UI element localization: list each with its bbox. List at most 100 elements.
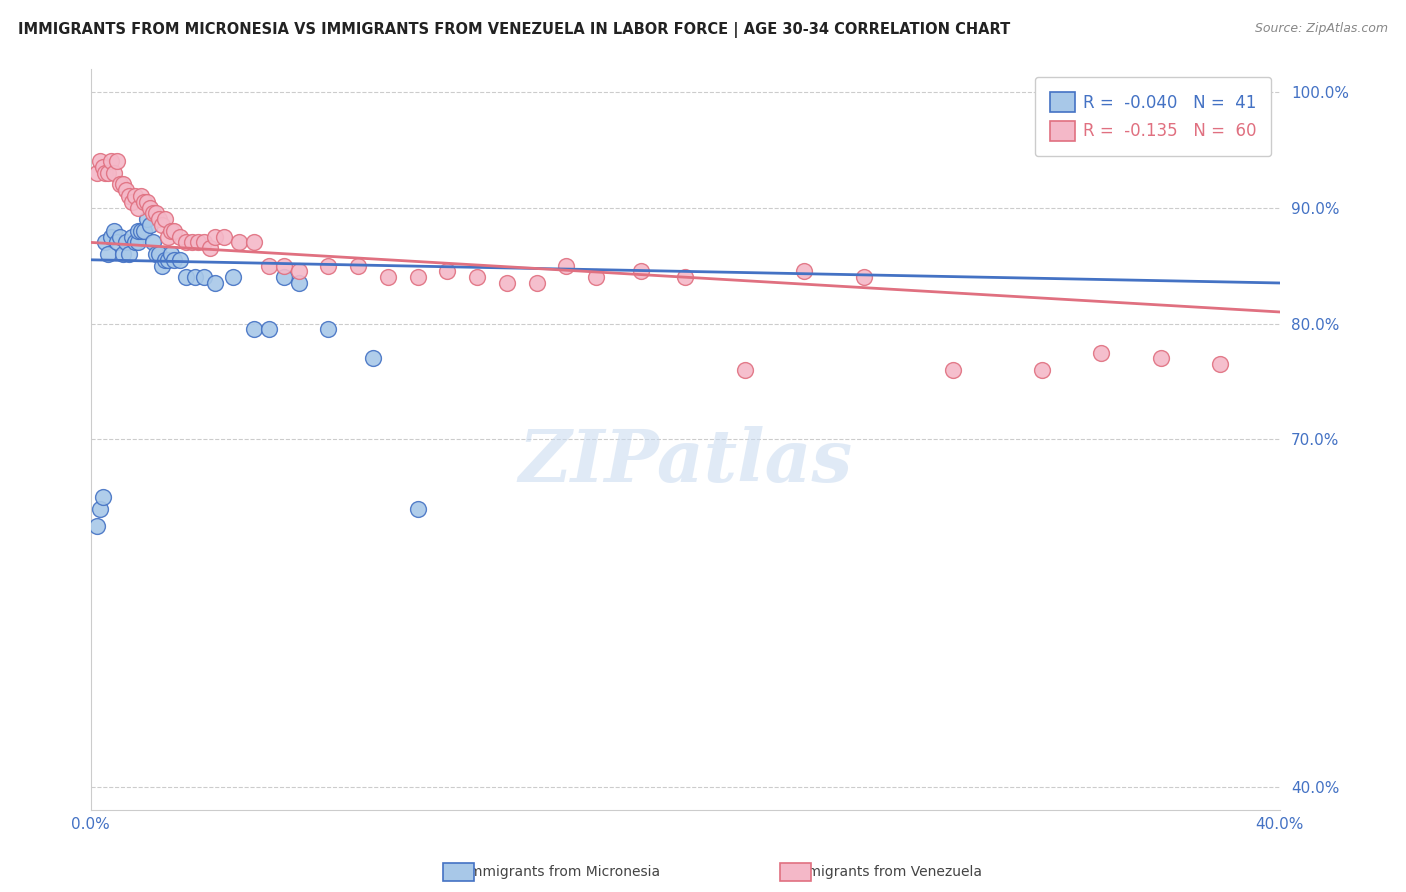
Point	[347, 259, 370, 273]
Point	[160, 247, 183, 261]
Point	[86, 519, 108, 533]
Point	[127, 224, 149, 238]
Point	[139, 218, 162, 232]
Point	[94, 235, 117, 250]
Point	[198, 241, 221, 255]
Point	[121, 194, 143, 209]
Point	[243, 322, 266, 336]
Point	[555, 259, 578, 273]
Point	[204, 276, 226, 290]
Point	[103, 166, 125, 180]
Point	[183, 270, 205, 285]
Point	[94, 166, 117, 180]
Point	[124, 235, 146, 250]
Point	[406, 270, 429, 285]
Point	[103, 224, 125, 238]
Text: Immigrants from Micronesia: Immigrants from Micronesia	[465, 865, 659, 880]
Point	[160, 224, 183, 238]
Point	[193, 270, 215, 285]
Point	[97, 247, 120, 261]
Point	[174, 270, 197, 285]
Point	[852, 270, 875, 285]
Point	[495, 276, 517, 290]
Point	[115, 235, 138, 250]
Point	[134, 194, 156, 209]
Point	[127, 201, 149, 215]
Text: IMMIGRANTS FROM MICRONESIA VS IMMIGRANTS FROM VENEZUELA IN LABOR FORCE | AGE 30-: IMMIGRANTS FROM MICRONESIA VS IMMIGRANTS…	[18, 22, 1011, 38]
Point	[1150, 351, 1173, 366]
Point	[105, 154, 128, 169]
Point	[100, 154, 122, 169]
Point	[156, 229, 179, 244]
Point	[377, 270, 399, 285]
Point	[124, 189, 146, 203]
Point	[97, 166, 120, 180]
Point	[273, 270, 295, 285]
Point	[180, 235, 202, 250]
Point	[174, 235, 197, 250]
Legend: R =  -0.040   N =  41, R =  -0.135   N =  60: R = -0.040 N = 41, R = -0.135 N = 60	[1035, 77, 1271, 156]
Point	[163, 252, 186, 267]
Point	[318, 322, 340, 336]
Point	[526, 276, 548, 290]
Point	[150, 218, 173, 232]
Text: Source: ZipAtlas.com: Source: ZipAtlas.com	[1254, 22, 1388, 36]
Point	[105, 235, 128, 250]
Point	[257, 259, 280, 273]
Point	[228, 235, 250, 250]
Point	[793, 264, 815, 278]
Point	[406, 502, 429, 516]
Point	[1090, 345, 1112, 359]
Point	[118, 247, 141, 261]
Point	[153, 252, 176, 267]
Point	[127, 235, 149, 250]
Point	[222, 270, 245, 285]
Point	[156, 252, 179, 267]
Point	[273, 259, 295, 273]
Point	[136, 212, 159, 227]
Point	[142, 206, 165, 220]
Point	[148, 247, 170, 261]
Point	[86, 166, 108, 180]
Point	[361, 351, 384, 366]
Point	[121, 229, 143, 244]
Point	[112, 247, 135, 261]
Point	[436, 264, 458, 278]
Point	[100, 229, 122, 244]
Point	[91, 491, 114, 505]
Point	[193, 235, 215, 250]
Point	[145, 206, 167, 220]
Point	[153, 212, 176, 227]
Point	[148, 212, 170, 227]
Point	[112, 178, 135, 192]
Point	[89, 502, 111, 516]
Point	[145, 247, 167, 261]
Point	[630, 264, 652, 278]
Point	[139, 201, 162, 215]
Point	[150, 259, 173, 273]
Point	[136, 194, 159, 209]
Point	[673, 270, 696, 285]
Point	[163, 224, 186, 238]
Point	[204, 229, 226, 244]
Point	[129, 189, 152, 203]
Point	[110, 178, 132, 192]
Point	[118, 189, 141, 203]
Point	[257, 322, 280, 336]
Point	[1209, 357, 1232, 371]
Point	[214, 229, 236, 244]
Point	[465, 270, 488, 285]
Point	[142, 235, 165, 250]
Point	[942, 363, 965, 377]
Point	[287, 264, 309, 278]
Point	[187, 235, 209, 250]
Point	[243, 235, 266, 250]
Point	[318, 259, 340, 273]
Point	[585, 270, 607, 285]
Point	[129, 224, 152, 238]
Point	[110, 229, 132, 244]
Point	[115, 183, 138, 197]
Point	[169, 252, 191, 267]
Point	[89, 154, 111, 169]
Point	[1031, 363, 1053, 377]
